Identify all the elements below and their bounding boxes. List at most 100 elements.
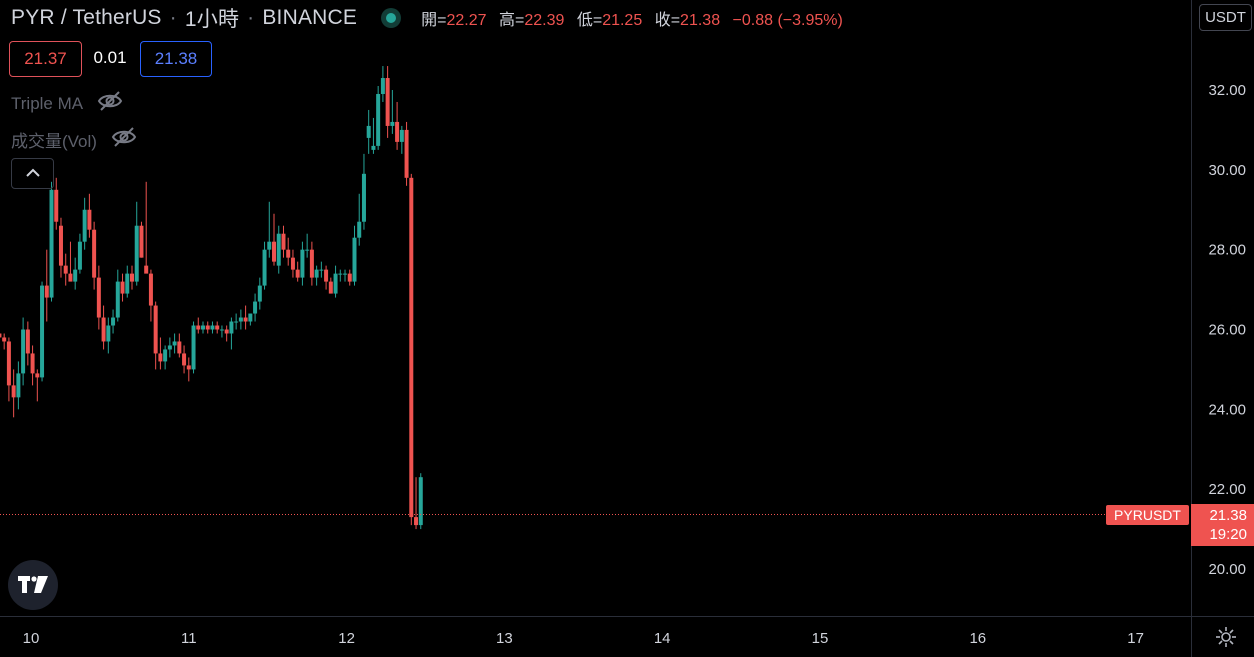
candle-body[interactable]	[224, 329, 229, 334]
candle-body[interactable]	[343, 273, 348, 275]
candle-body[interactable]	[191, 325, 196, 370]
candle-body[interactable]	[414, 517, 419, 526]
candle-body[interactable]	[144, 265, 149, 274]
candle-body[interactable]	[125, 273, 130, 294]
candle-body[interactable]	[82, 209, 87, 242]
candle-body[interactable]	[357, 221, 362, 238]
candle-body[interactable]	[96, 277, 101, 318]
candle-body[interactable]	[73, 269, 78, 282]
candle-body[interactable]	[404, 129, 409, 178]
candle-body[interactable]	[215, 325, 220, 330]
candle-body[interactable]	[111, 317, 116, 326]
candle-body[interactable]	[25, 329, 30, 354]
eye-off-icon[interactable]	[111, 126, 137, 153]
candle-body[interactable]	[134, 225, 139, 282]
candle-body[interactable]	[352, 237, 357, 282]
candle-body[interactable]	[40, 285, 45, 378]
time-scale[interactable]: 10 11 12 13 14 15 16 17	[23, 630, 1144, 647]
candle-body[interactable]	[153, 305, 158, 354]
candle-body[interactable]	[196, 325, 201, 330]
tradingview-logo-icon[interactable]	[8, 560, 58, 610]
candle-body[interactable]	[267, 241, 272, 250]
candle-body[interactable]	[2, 337, 7, 342]
candle-body[interactable]	[238, 317, 243, 322]
indicator-volume[interactable]: 成交量(Vol)	[11, 126, 137, 153]
candle-body[interactable]	[129, 273, 134, 282]
candle-body[interactable]	[371, 145, 376, 150]
candle-body[interactable]	[186, 365, 191, 370]
candle-body[interactable]	[44, 285, 49, 298]
candle-body[interactable]	[305, 249, 310, 251]
interval-label[interactable]: 1小時	[184, 8, 240, 31]
candle-body[interactable]	[172, 341, 177, 346]
market-status-icon[interactable]	[381, 8, 402, 28]
gear-icon[interactable]	[1215, 626, 1237, 653]
candle-body[interactable]	[201, 325, 206, 330]
candle-body[interactable]	[409, 177, 414, 518]
candle-body[interactable]	[167, 345, 172, 350]
candle-body[interactable]	[286, 249, 291, 258]
candle-body[interactable]	[6, 341, 11, 386]
candle-body[interactable]	[120, 281, 125, 294]
candle-body[interactable]	[309, 249, 314, 278]
candle-body[interactable]	[253, 301, 258, 314]
candle-body[interactable]	[0, 333, 2, 338]
candle-body[interactable]	[21, 329, 26, 374]
candle-body[interactable]	[163, 349, 168, 362]
candle-body[interactable]	[324, 269, 329, 282]
candle-body[interactable]	[319, 269, 324, 271]
currency-button[interactable]: USDT	[1199, 4, 1252, 31]
collapse-legend-button[interactable]	[11, 158, 54, 189]
candle-body[interactable]	[101, 317, 106, 342]
candle-body[interactable]	[106, 325, 111, 342]
buy-price-button[interactable]: 21.38	[140, 41, 212, 77]
candle-body[interactable]	[115, 281, 120, 318]
price-scale[interactable]: 32.00 30.00 28.00 26.00 24.00 22.00 20.00	[1208, 82, 1246, 578]
candle-body[interactable]	[16, 373, 21, 398]
candle-body[interactable]	[380, 78, 385, 94]
candle-body[interactable]	[376, 93, 381, 146]
candle-body[interactable]	[257, 285, 262, 302]
candle-body[interactable]	[272, 241, 277, 262]
candle-body[interactable]	[210, 325, 215, 330]
candle-body[interactable]	[234, 321, 239, 323]
candle-body[interactable]	[205, 325, 210, 330]
candle-body[interactable]	[395, 121, 400, 142]
candle-body[interactable]	[177, 341, 182, 354]
candle-body[interactable]	[35, 373, 40, 378]
candle-body[interactable]	[314, 269, 319, 278]
candle-body[interactable]	[361, 173, 366, 222]
candle-body[interactable]	[300, 249, 305, 278]
candle-body[interactable]	[58, 225, 63, 266]
candle-body[interactable]	[54, 189, 59, 222]
candle-body[interactable]	[262, 249, 267, 286]
candle-body[interactable]	[295, 269, 300, 278]
candle-body[interactable]	[182, 353, 187, 366]
candle-body[interactable]	[366, 125, 371, 138]
candle-body[interactable]	[290, 257, 295, 270]
candle-body[interactable]	[333, 273, 338, 294]
candle-body[interactable]	[399, 129, 404, 142]
candle-body[interactable]	[139, 225, 144, 258]
candle-body[interactable]	[49, 189, 54, 298]
candle-body[interactable]	[92, 229, 97, 278]
candle-body[interactable]	[11, 385, 16, 398]
candle-body[interactable]	[158, 353, 163, 362]
sell-price-button[interactable]: 21.37	[9, 41, 82, 77]
candle-body[interactable]	[148, 273, 153, 306]
candle-body[interactable]	[248, 313, 253, 322]
candle-body[interactable]	[87, 209, 92, 230]
candle-body[interactable]	[338, 273, 343, 275]
candle-body[interactable]	[243, 317, 248, 322]
candle-body[interactable]	[68, 273, 73, 282]
candle-body[interactable]	[63, 265, 68, 274]
candle-body[interactable]	[418, 477, 423, 526]
symbol-title[interactable]: PYR / TetherUS	[11, 6, 162, 29]
candle-body[interactable]	[77, 241, 82, 270]
candle-body[interactable]	[229, 321, 234, 334]
candle-body[interactable]	[328, 281, 333, 294]
candle-body[interactable]	[30, 353, 35, 374]
candle-body[interactable]	[390, 121, 395, 126]
indicator-triple-ma[interactable]: Triple MA	[11, 90, 123, 117]
